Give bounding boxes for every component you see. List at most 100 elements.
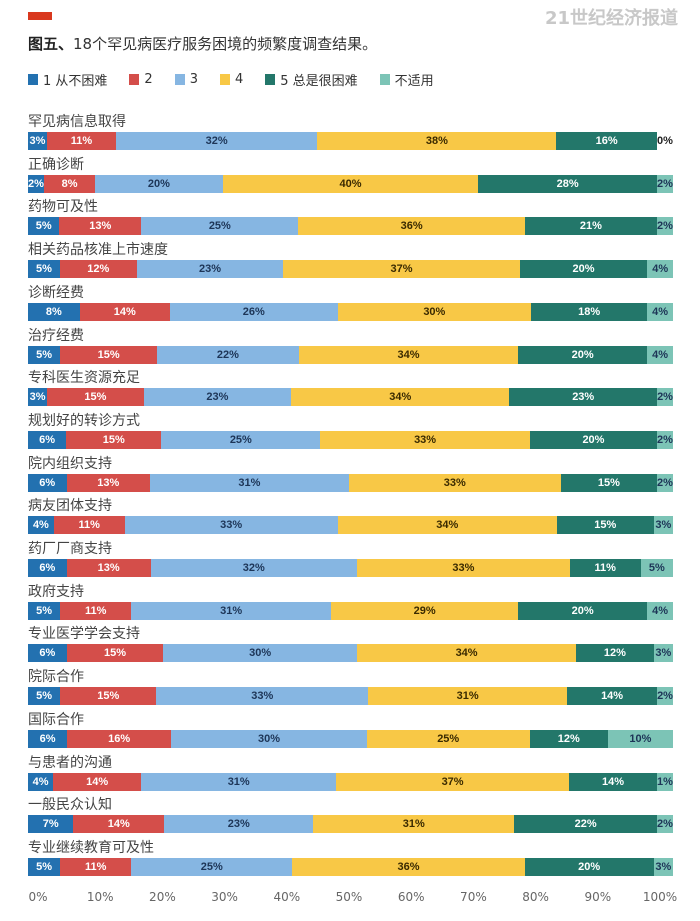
stacked-bar: 7% 14% 23% 31% 22% 2% [28,815,673,834]
bar-segment: 15% [60,687,157,706]
bar-segment: 3% [653,644,673,663]
bar-segment: 0% [657,135,673,147]
legend: 1 从不困难 2 3 4 5 总是很困难 不适用 [28,70,434,89]
bar-segment: 34% [298,345,519,364]
stacked-bar: 3% 11% 32% 38% 16% 0% [28,132,673,150]
bar-segment: 15% [556,516,654,535]
bar-segment: 28% [478,174,657,193]
bar-segment: 20% [518,601,648,620]
x-tick-label: 90% [584,890,612,904]
bar-segment: 7% [28,815,74,834]
bar-segment: 25% [131,857,293,876]
bar-segment: 14% [568,772,657,791]
bar-segment: 23% [164,815,314,834]
bar-segment: 33% [124,516,338,535]
bar-segment: 14% [79,302,170,321]
bar-segment: 6% [28,473,67,492]
bar-segment: 18% [531,302,648,321]
stacked-bar: 5% 12% 23% 37% 20% 4% [28,260,673,279]
category-label: 正确诊断 [28,156,84,173]
category-label: 诊断经费 [28,284,84,301]
legend-swatch [265,74,276,85]
bar-segment: 26% [169,302,338,321]
bar-segment: 5% [28,601,61,620]
stacked-bar: 6% 13% 32% 33% 11% 5% [28,559,673,577]
legend-swatch [174,74,185,85]
stacked-bar: 6% 15% 25% 33% 20% 2% [28,430,673,449]
bar-segment: 20% [518,345,648,364]
bar-segment: 5% [28,345,61,364]
stacked-bar: 6% 16% 30% 25% 12% 10% [28,729,673,748]
category-label: 相关药品核准上市速度 [28,242,168,259]
bar-segment: 2% [28,174,44,193]
x-tick-label: 10% [86,890,114,904]
legend-label: 5 总是很困难 [280,74,358,89]
bar-segment: 37% [336,772,569,791]
bar-segment: 25% [366,729,530,748]
category-label: 政府支持 [28,583,84,600]
legend-swatch [219,74,230,85]
bar-segment: 25% [161,430,321,449]
legend-item: 3 [174,70,198,89]
legend-item: 5 总是很困难 [265,70,358,89]
bar-segment: 13% [66,473,150,492]
stacked-bar: 5% 13% 25% 36% 21% 2% [28,217,673,236]
category-label: 院际合作 [28,669,84,686]
bar-segment: 11% [60,601,132,620]
x-tick-label: 50% [335,890,363,904]
category-label: 规划好的转诊方式 [28,412,140,429]
bar-segment: 33% [348,473,561,492]
bar-segment: 25% [141,217,299,236]
bar-segment: 2% [657,174,673,193]
category-label: 罕见病信息取得 [28,114,126,130]
bar-segment: 3% [28,132,47,150]
bar-segment: 8% [28,302,80,321]
x-tick-label: 30% [211,890,238,904]
bar-segment: 6% [28,729,68,748]
figure-number: 图五、 [28,35,74,53]
legend-item: 4 [219,70,243,89]
stacked-bar: 2% 8% 20% 40% 28% 2% [28,174,673,193]
category-label: 治疗经费 [28,327,84,344]
bar-segment: 23% [136,260,284,279]
chart-title: 图五、18个罕见病医疗服务困境的频繁度调查结果。 [28,33,377,54]
bar-segment: 12% [59,260,137,279]
bar-segment: 31% [131,601,332,620]
bar-segment: 11% [46,132,117,150]
bar-segment: 20% [524,857,654,876]
bar-segment: 22% [157,345,299,364]
category-label: 与患者的沟通 [28,754,112,771]
category-label: 国际合作 [28,711,84,728]
bar-segment: 32% [150,559,357,577]
bar-segment: 6% [28,644,67,663]
bar-segment: 4% [28,516,54,535]
category-label: 病友团体支持 [28,498,112,515]
title-text: 18个罕见病医疗服务困境的频繁度调查结果。 [73,35,378,53]
bar-segment: 5% [28,687,61,706]
stacked-bar: 5% 15% 33% 31% 14% 2% [28,687,674,706]
bar-segment: 33% [356,559,570,577]
legend-label: 不适用 [394,74,434,89]
bar-segment: 3% [28,388,48,407]
bar-segment: 2% [656,815,673,834]
bar-segment: 14% [53,772,142,791]
bar-segment: 2% [657,388,674,407]
bar-segment: 15% [560,473,657,492]
bar-segment: 2% [657,430,673,449]
bar-segment: 38% [317,132,557,150]
bar-segment: 3% [653,516,673,535]
bar-segment: 20% [519,260,648,279]
legend-label: 2 [144,72,153,87]
bar-segment: 14% [73,815,165,834]
bar-segment: 33% [320,430,530,449]
x-tick-label: 20% [149,890,176,904]
legend-label: 3 [189,72,198,87]
stacked-bar: 6% 13% 31% 33% 15% 2% [28,473,673,492]
bar-segment: 15% [66,430,162,449]
stacked-bar: 4% 11% 33% 34% 15% 3% [28,516,673,535]
bar-segment: 31% [313,815,515,834]
bar-segment: 20% [95,174,223,193]
bar-segment: 36% [298,217,525,236]
category-label: 专科医生资源充足 [28,370,140,387]
bar-segment: 4% [647,345,673,364]
